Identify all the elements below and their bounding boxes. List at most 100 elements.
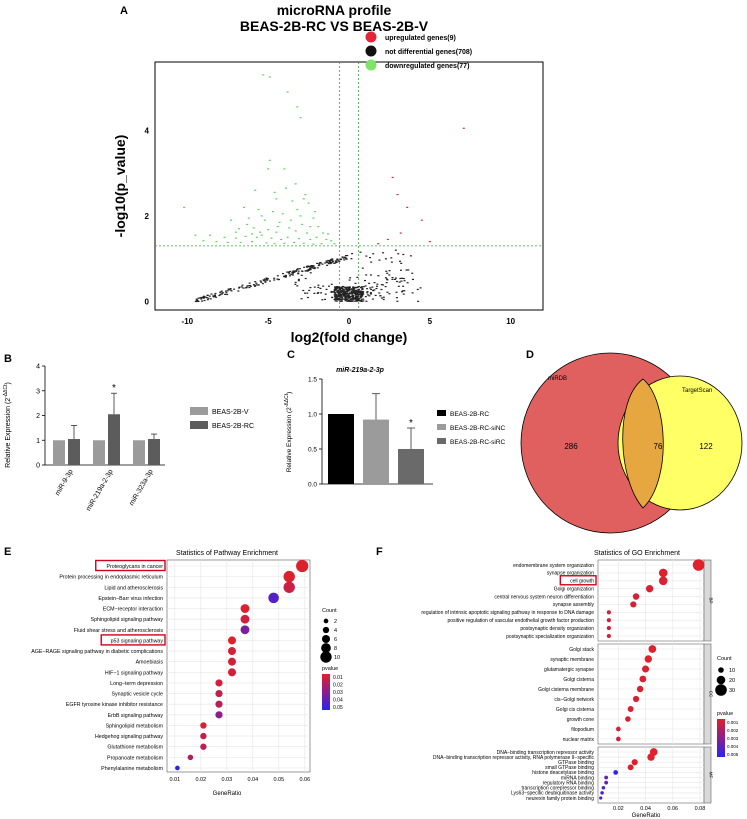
pathway-dot [187,754,194,761]
down-point [312,243,315,245]
pathway-term-label: AGE−RAGE signaling pathway in diabetic c… [31,649,163,655]
pathway-pvalue-tick: 0.03 [333,690,343,696]
down-point [280,238,283,241]
go-facet-strip [703,746,712,804]
legend-c-rc-label: BEAS-2B-RC [450,411,489,418]
go-dot [599,796,603,800]
pathway-xtick: 0.03 [221,777,232,783]
go-dot [604,775,609,780]
legend-v-swatch [190,407,208,415]
pathway-count-legend-dot [323,618,329,624]
down-point [326,233,329,235]
pathway-term-label: Lipid and atherosclerosis [104,585,163,591]
volcano-subtitle: BEAS-2B-RC VS BEAS-2B-V [240,18,429,34]
go-dot [627,764,634,771]
pathway-dot [200,732,207,740]
down-point [286,91,289,93]
up-point [399,232,402,234]
down-point [320,243,323,245]
down-point [251,233,253,235]
down-point [302,242,305,244]
pathway-dot [227,657,237,666]
panel-c-bar [398,449,424,484]
panel-c-significance: * [409,418,413,429]
panel-b-ytick: 3 [36,388,40,395]
down-point [283,168,286,170]
go-dot [631,759,638,766]
go-xtick: 0.06 [667,806,678,812]
panel-letter-a: A [120,5,128,17]
down-point [299,116,302,119]
go-term-label: Golgi organization [554,586,595,592]
pathway-dot [240,625,250,635]
pathway-term-label: Epstein−Barr virus infection [98,596,163,602]
go-pvalue-tick: 0.003 [727,736,739,741]
go-dot [600,791,604,795]
go-dot [606,610,611,615]
down-point [273,191,276,194]
panel-c-ytick: 1.5 [308,377,317,384]
panel-b-category-label: miR-323a-3p [128,468,154,507]
panel-letter-f: F [376,546,383,558]
go-dot [604,780,609,785]
down-point [259,231,262,233]
down-point [254,189,257,191]
panel-b-bar [148,439,160,465]
down-point [267,229,270,231]
down-point [333,243,336,245]
pathway-dot [215,689,223,698]
volcano-plot-frame [154,61,544,311]
go-dot [613,770,619,775]
go-dot [625,716,631,722]
pathway-dot [175,765,180,771]
pathway-xtick: 0.01 [169,777,180,783]
venn-diagram: miRDB TargetScan 286 76 122 [520,352,743,534]
pathway-xtick: 0.04 [247,777,258,783]
go-pvalue-tick: 0.001 [727,720,739,725]
go-count-legend-title: Count [717,656,732,662]
down-point [255,236,258,238]
up-point [462,127,465,129]
down-point [294,183,297,185]
pathway-term-label: Protein processing in endoplasmic reticu… [59,575,163,581]
volcano-ytick: 0 [145,297,150,306]
up-point [386,238,389,241]
panel-letter-c: C [287,349,295,361]
down-point [312,217,315,219]
go-dot [636,685,644,693]
down-point [317,226,320,228]
go-xtick: 0.02 [613,806,624,812]
pathway-dot [240,604,250,613]
down-point [325,238,328,241]
go-dot [606,633,611,639]
go-term-label: filopodium [571,727,594,733]
down-point [307,202,310,204]
legend-c-sinc-label: BEAS-2B-RC-siNC [450,425,506,432]
go-facet-label: MF [709,772,714,779]
legend-v-label: BEAS-2B-V [212,409,249,416]
pathway-term-label: Hedgehog signaling pathway [95,734,163,740]
go-term-label: cell growth [570,579,594,585]
pathway-term-label: Fluid shear stress and atherosclerosis [74,628,164,634]
pathway-count-legend-dot [321,643,331,653]
go-term-label: Golgi cis cisterna [556,707,594,713]
pathway-pvalue-tick: 0.04 [333,698,343,704]
down-point [244,235,247,238]
pathway-count-legend-label: 2 [334,619,337,625]
go-term-label: postsynaptic density organization [520,626,594,632]
volcano-ylabel: -log10(p_value) [112,135,128,238]
go-dot [632,695,640,703]
venn-targetscan-count: 122 [699,442,713,451]
go-xtick: 0.04 [640,806,651,812]
panel-c-title: miR-219a-2-3p [336,367,385,374]
go-legend: Count 10 20 30 pvalue 0.001 0.002 0.003 0.004 0.0… [715,656,739,757]
panel-b-bar [108,414,120,465]
go-dot [645,584,654,593]
down-point [309,226,312,228]
pathway-count-legend: Count 2 4 6 8 10 pvalue 0.01 0.020.03 0.040.05 [320,608,343,711]
go-term-label: small GTPase binding [545,765,594,771]
go-term-label: DNA−binding transcription repressor acti… [433,755,595,761]
volcano-ytick: 4 [145,126,150,135]
panel-b-significance: * [112,383,116,394]
volcano-legend: upregulated genes(9) not differential ge… [365,31,472,71]
